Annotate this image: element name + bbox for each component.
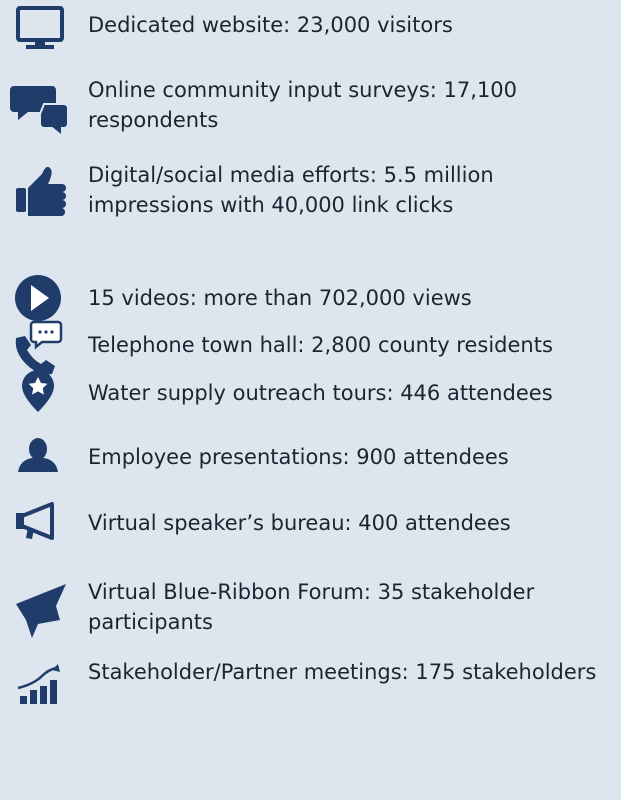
megaphone-icon	[16, 502, 54, 540]
item-text: Digital/social media efforts: 5.5 millio…	[88, 163, 494, 217]
phone-icon	[15, 320, 63, 375]
item-text: Telephone town hall: 2,800 county reside…	[88, 333, 553, 357]
item-text: Water supply outreach tours: 446 attende…	[88, 381, 553, 405]
monitor-icon	[16, 6, 64, 49]
map-pin-icon	[22, 370, 54, 412]
item-text: Online community input surveys: 17,100 r…	[88, 78, 518, 132]
item-text: Employee presentations: 900 attendees	[88, 445, 509, 469]
ribbon-icon	[16, 584, 66, 638]
growth-chart-icon	[17, 664, 60, 704]
item-text: Stakeholder/Partner meetings: 175 stakeh…	[88, 660, 597, 684]
item-text: 15 videos: more than 702,000 views	[88, 286, 472, 310]
item-text: Dedicated website: 23,000 visitors	[88, 13, 453, 37]
item-text: Virtual Blue-Ribbon Forum: 35 stakeholde…	[88, 580, 535, 634]
person-icon	[18, 438, 58, 472]
chat-icon	[10, 86, 69, 139]
item-text: Virtual speaker’s bureau: 400 attendees	[88, 511, 511, 535]
play-icon	[15, 275, 61, 321]
thumbs-up-icon	[16, 166, 66, 217]
